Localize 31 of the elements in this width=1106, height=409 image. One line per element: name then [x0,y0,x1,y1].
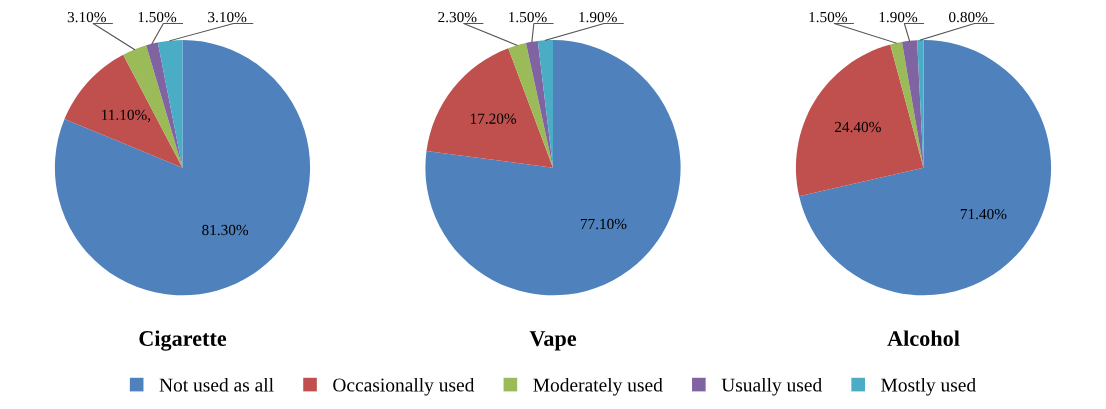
data-label: 17.20% [470,113,517,124]
data-label: 3.10% [208,11,247,23]
data-label: 0.80% [949,11,988,23]
pie-slice [799,40,1052,296]
pie-slice [795,44,924,197]
pie-slice [425,40,681,296]
pie-slice [917,40,924,168]
data-label: 11.10%, [102,109,151,123]
text: Alcohol [887,330,960,347]
data-label: 1.50% [138,11,177,23]
legend-label: Usually used [721,377,822,396]
legend-label: Occasionally used [333,377,475,396]
legend-label: Mostly used [881,377,976,396]
legend-label: Not used as all [159,377,274,392]
pie-slice [64,54,183,168]
data-label: 71.40% [960,208,1007,220]
pie-slice [525,40,553,168]
data-label: 1.90% [579,11,617,23]
pie-slice [426,48,553,168]
data-label: 77.10% [580,218,627,230]
data-label: 24.40% [834,121,881,133]
data-label: 2.30% [438,11,477,23]
data-label: 1.50% [809,11,848,23]
data-label: 81.30% [202,224,249,236]
data-label: 1.50% [509,11,547,23]
text: Cigarette [139,330,227,351]
legend-label: Moderately used [533,377,663,396]
data-label: 3.10% [67,11,106,23]
text: Vape [529,331,577,351]
data-label: 1.90% [879,11,918,23]
pie-slice [54,40,311,296]
